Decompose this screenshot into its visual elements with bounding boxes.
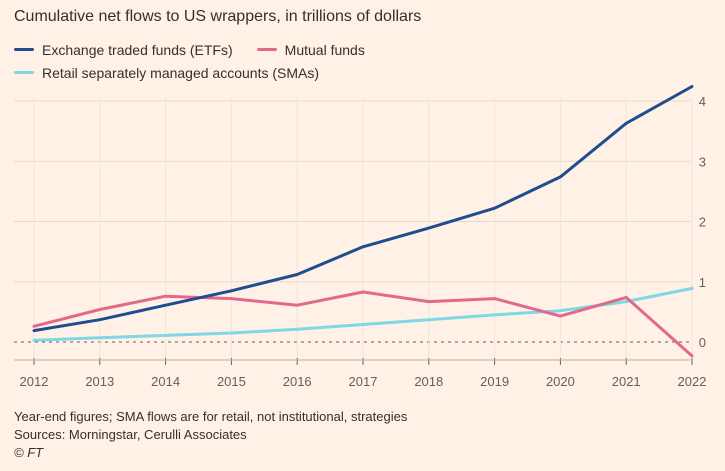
- y-axis-ticks: 0 1 2 3 4: [699, 94, 706, 350]
- x-tick-label-2019: 2019: [480, 374, 509, 389]
- x-tick-label-2015: 2015: [217, 374, 246, 389]
- y-tick-label-1: 1: [699, 275, 706, 290]
- etf-line: [32, 85, 694, 333]
- x-tick-label-2020: 2020: [546, 374, 575, 389]
- legend-item-mutual-funds: Mutual funds: [256, 41, 365, 58]
- x-tick-label-2021: 2021: [612, 374, 641, 389]
- y-tick-label-0: 0: [699, 335, 706, 350]
- x-axis-ticks: 2012 2013 2014 2015 2016 2017 2018 2019 2020 2021…: [14, 358, 706, 389]
- x-tick-label-2013: 2013: [85, 374, 114, 389]
- ft-credit: © FT: [14, 445, 44, 460]
- y-tick-label-4: 4: [699, 94, 706, 109]
- x-tick-label-2014: 2014: [151, 374, 180, 389]
- note-figures: Year-end figures; SMA flows are for reta…: [14, 409, 408, 424]
- legend-item-sma: Retail separately managed accounts (SMAs…: [14, 65, 319, 81]
- legend-swatch-sma: [14, 71, 34, 74]
- mutual-funds-line: [32, 290, 694, 358]
- chart-title: Cumulative net flows to US wrappers, in …: [14, 8, 422, 25]
- x-tick-label-2016: 2016: [283, 374, 312, 389]
- legend-label-mutual-funds: Mutual funds: [284, 41, 365, 58]
- sma-line: [32, 286, 694, 342]
- x-tick-label-2022: 2022: [678, 374, 707, 389]
- y-tick-label-3: 3: [699, 154, 706, 169]
- legend-label-sma: Retail separately managed accounts (SMAs…: [42, 64, 320, 81]
- x-tick-label-2012: 2012: [20, 374, 49, 389]
- note-sources: Sources: Morningstar, Cerulli Associates: [14, 427, 247, 442]
- x-tick-label-2017: 2017: [349, 374, 378, 389]
- x-tick-label-2018: 2018: [414, 374, 443, 389]
- legend-swatch-mutual-funds: [256, 48, 277, 51]
- legend-item-etf: Exchange traded funds (ETFs): [14, 42, 233, 58]
- legend-label-etf: Exchange traded funds (ETFs): [42, 41, 233, 58]
- chart-notes: Year-end figures; SMA flows are for reta…: [14, 408, 407, 462]
- y-tick-label-2: 2: [699, 215, 706, 230]
- series-lines: [32, 85, 694, 358]
- legend: Exchange traded funds (ETFs) Mutual fund…: [14, 38, 714, 84]
- grid: [14, 98, 693, 360]
- legend-swatch-etf: [14, 48, 34, 51]
